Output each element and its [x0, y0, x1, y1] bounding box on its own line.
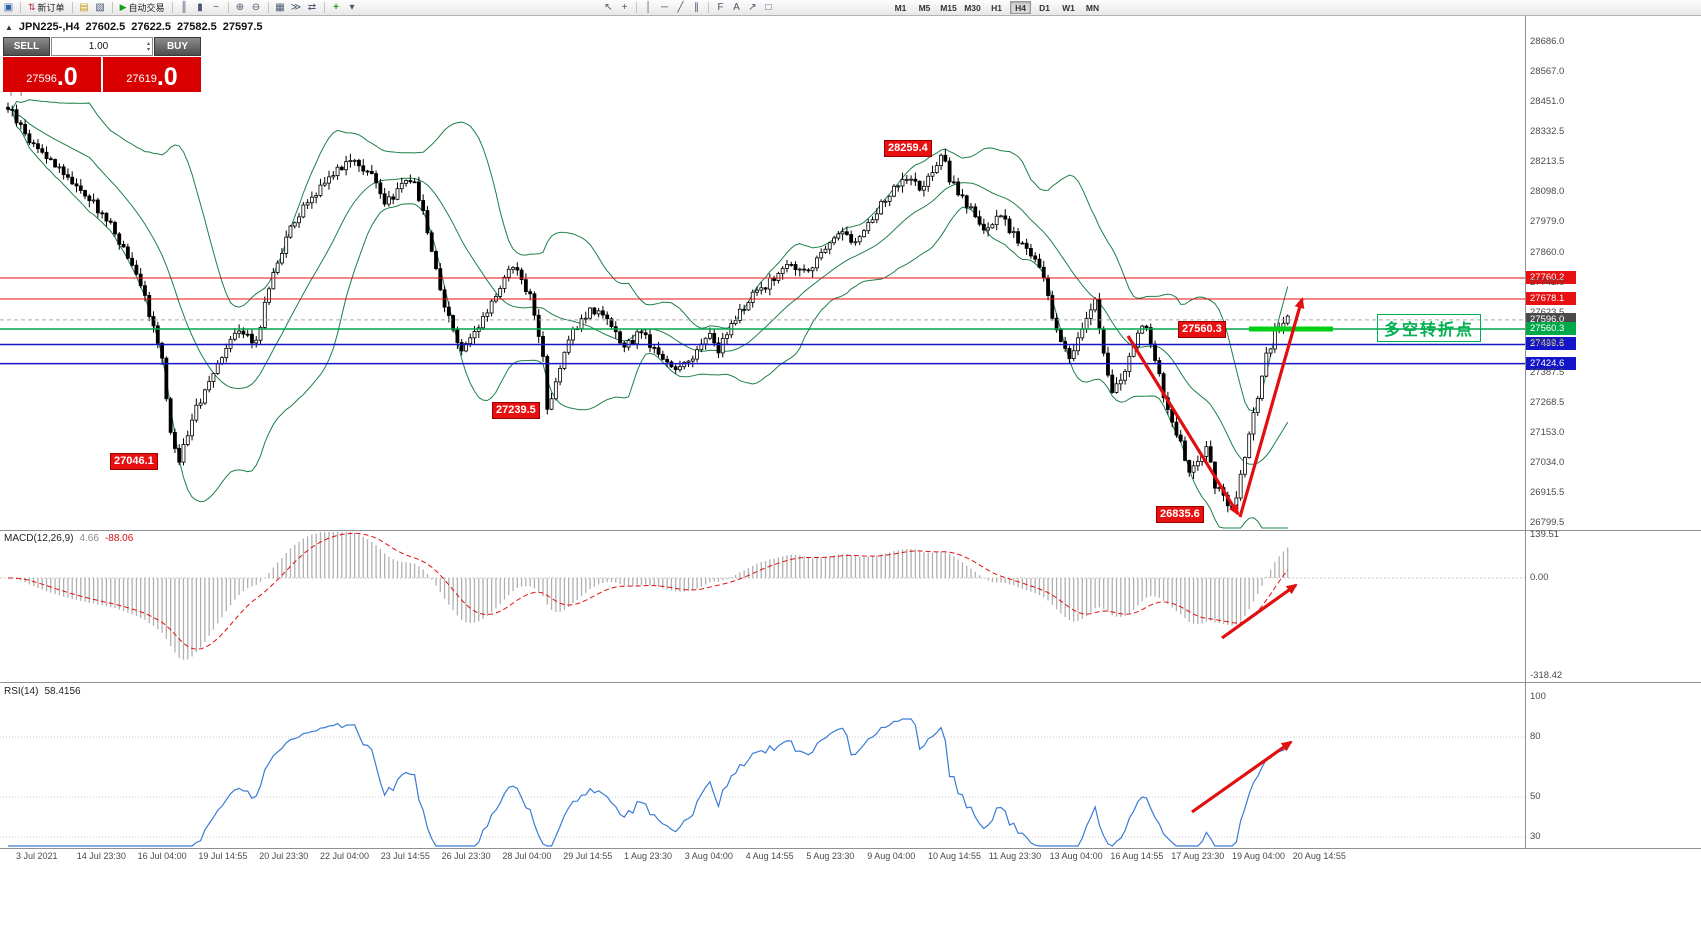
timeframe-w1[interactable]: W1 — [1062, 2, 1075, 13]
symbol-name: JPN225-,H4 — [18, 21, 80, 33]
text-tool-icon[interactable]: A — [733, 2, 740, 13]
zoom-out-icon[interactable]: ⊖ — [251, 2, 261, 13]
channel-icon[interactable]: ∥ — [694, 2, 699, 13]
new-order-icon: ⇅ — [28, 2, 36, 12]
toolbar-separator — [71, 2, 73, 13]
tile-windows-icon[interactable]: ▦ — [275, 2, 285, 13]
cursor-icon[interactable]: ↖ — [604, 2, 613, 13]
sell-price-display[interactable]: 27596.0 — [3, 57, 101, 92]
rsi-name: RSI(14) — [4, 686, 39, 697]
timeframe-group: M1 M5 M15 M30 H1 H4 D1 W1 MN — [888, 0, 1105, 15]
arrows-tool-icon[interactable]: ↗ — [748, 2, 757, 13]
toolbar-separator — [227, 2, 229, 13]
auto-scroll-icon[interactable]: ≫ — [290, 2, 302, 13]
macd-histogram-value: 4.66 — [79, 533, 99, 544]
toolbar-line-studies-group: ↖ + │ ─ ╱ ∥ F A ↗ □ — [600, 0, 777, 15]
toolbar-standard-group: ▣ ⇅ 新订单 ▤ ▧ ▶ 自动交易 ║ ▮ ~ ⊕ ⊖ ▦ ≫ ⇄ + ▾ — [0, 0, 361, 15]
rsi-indicator-label: RSI(14) 58.4156 — [4, 686, 81, 697]
timeframe-d1[interactable]: D1 — [1039, 2, 1050, 13]
macd-signal-line — [7, 532, 1289, 650]
timeframe-m5[interactable]: M5 — [918, 2, 931, 13]
macd-histogram — [11, 532, 1289, 660]
profiles-icon[interactable]: ▤ — [79, 2, 89, 13]
trend-arrows — [1126, 297, 1305, 814]
zoom-in-icon[interactable]: ⊕ — [235, 2, 245, 13]
chart-object-marker: TT — [8, 88, 29, 99]
volume-value[interactable]: 1.00 — [88, 41, 109, 52]
toolbar-separator — [20, 2, 21, 13]
volume-field[interactable]: 1.00 ▴ ▾ — [51, 37, 153, 56]
toolbar-separator — [636, 2, 637, 13]
chart-shift-icon[interactable]: ⇄ — [307, 2, 317, 13]
autotrading-button[interactable]: ▶ 自动交易 — [118, 1, 167, 15]
timeframe-m1[interactable]: M1 — [894, 2, 907, 13]
autotrading-label: 自动交易 — [128, 3, 165, 13]
sell-button[interactable]: SELL — [3, 37, 50, 56]
indicators-icon[interactable]: + — [333, 2, 339, 13]
collapse-icon[interactable]: ▲ — [5, 22, 13, 32]
fibonacci-icon[interactable]: F — [717, 2, 724, 13]
buy-price-big-digits: .0 — [156, 63, 178, 91]
sell-price-prefix: 27596 — [26, 73, 57, 85]
ohlc-low: 27582.5 — [177, 21, 217, 33]
stepper-up-icon[interactable]: ▴ — [146, 40, 150, 47]
timeframe-h4[interactable]: H4 — [1010, 1, 1031, 14]
volume-stepper[interactable]: ▴ ▾ — [145, 41, 152, 53]
toolbar: ▣ ⇅ 新订单 ▤ ▧ ▶ 自动交易 ║ ▮ ~ ⊕ ⊖ ▦ ≫ ⇄ + ▾ ↖… — [0, 0, 1701, 16]
sell-price-big-digits: .0 — [56, 63, 78, 91]
autotrading-play-icon: ▶ — [119, 2, 127, 12]
toolbar-separator — [323, 2, 325, 13]
macd-signal-value: -88.06 — [104, 533, 134, 544]
trendline-icon[interactable]: ╱ — [677, 2, 684, 13]
toolbar-separator — [111, 2, 113, 13]
period-dropdown-icon[interactable]: ▾ — [349, 2, 355, 13]
rsi-line — [8, 718, 1288, 847]
bollinger-bands — [7, 99, 1289, 529]
crosshair-icon[interactable]: + — [621, 2, 628, 13]
buy-price-prefix: 27619 — [126, 73, 157, 85]
toolbar-separator — [267, 2, 269, 13]
bar-chart-icon[interactable]: ║ — [180, 2, 188, 13]
timeframe-m15[interactable]: M15 — [940, 2, 957, 13]
chart-ohlc-header: ▲ JPN225-,H4 27602.5 27622.5 27582.5 275… — [5, 21, 263, 33]
candlestick-series — [6, 102, 1290, 514]
buy-button[interactable]: BUY — [154, 37, 201, 56]
stepper-down-icon[interactable]: ▾ — [146, 46, 150, 53]
new-order-button[interactable]: ⇅ 新订单 — [26, 1, 67, 15]
toolbar-separator — [708, 2, 709, 13]
toolbar-separator — [171, 2, 173, 13]
rsi-value: 58.4156 — [44, 686, 81, 697]
ohlc-high: 27622.5 — [131, 21, 171, 33]
one-click-trading-panel: SELL 1.00 ▴ ▾ BUY 27596.0 27619.0 — [3, 37, 201, 92]
ohlc-open: 27602.5 — [85, 21, 126, 33]
templates-icon[interactable]: ▧ — [95, 2, 105, 13]
ohlc-close: 27597.5 — [222, 21, 263, 33]
macd-name: MACD(12,26,9) — [4, 533, 74, 544]
vertical-line-icon[interactable]: │ — [645, 2, 652, 13]
timeframe-mn[interactable]: MN — [1085, 2, 1100, 13]
shapes-tool-icon[interactable]: □ — [765, 2, 772, 13]
timeframe-m30[interactable]: M30 — [964, 2, 981, 13]
line-chart-icon[interactable]: ~ — [213, 2, 219, 13]
timeframe-h1[interactable]: H1 — [991, 2, 1002, 13]
horizontal-line-icon[interactable]: ─ — [660, 2, 669, 13]
macd-indicator-label: MACD(12,26,9) 4.66 -88.06 — [4, 533, 133, 544]
buy-price-display[interactable]: 27619.0 — [103, 57, 201, 92]
candlestick-chart-icon[interactable]: ▮ — [197, 2, 203, 13]
annotation-note[interactable]: 多空转折点 — [1377, 314, 1482, 342]
new-order-label: 新订单 — [37, 3, 65, 13]
new-chart-icon[interactable]: ▣ — [3, 2, 14, 13]
